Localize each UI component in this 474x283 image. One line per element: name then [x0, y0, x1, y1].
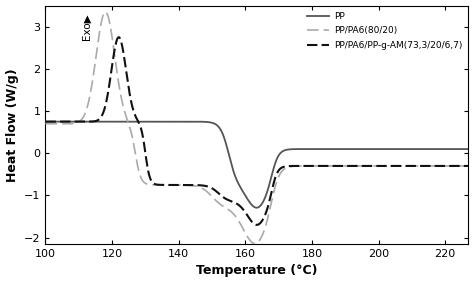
X-axis label: Temperature (°C): Temperature (°C) — [196, 264, 318, 277]
Text: Exo▶: Exo▶ — [82, 14, 91, 40]
Legend: PP, PP/PA6(80/20), PP/PA6/PP-g-AM(73,3/20/6,7): PP, PP/PA6(80/20), PP/PA6/PP-g-AM(73,3/2… — [305, 10, 464, 52]
Y-axis label: Heat Flow (W/g): Heat Flow (W/g) — [6, 68, 18, 182]
